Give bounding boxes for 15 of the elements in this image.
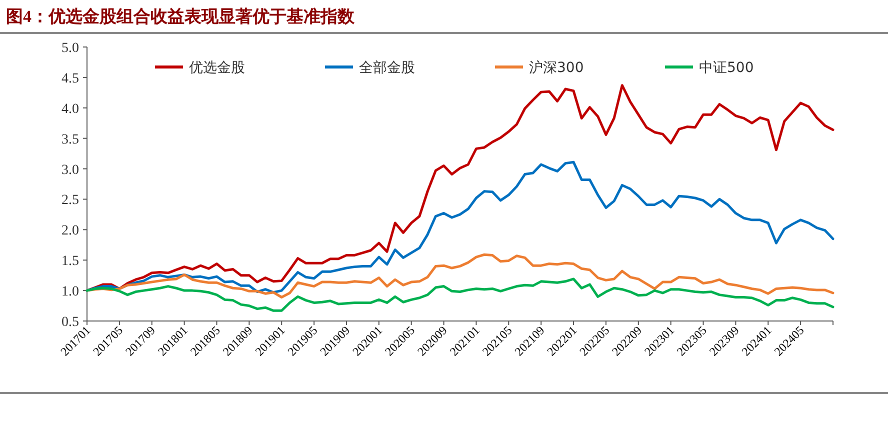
legend-label: 全部金股 (359, 60, 415, 76)
legend-label: 沪深300 (529, 60, 584, 76)
y-tick-label: 4.5 (62, 71, 79, 86)
y-tick-label: 3.5 (62, 132, 79, 148)
legend-label: 中证500 (699, 60, 754, 76)
y-tick-label: 3.0 (62, 162, 79, 178)
y-tick-label: 0.5 (62, 315, 79, 330)
legend-label: 优选金股 (189, 60, 245, 76)
y-tick-label: 5.0 (62, 41, 79, 56)
y-tick-label: 2.0 (62, 224, 79, 239)
y-tick-label: 1.5 (62, 254, 79, 270)
y-tick-label: 4.0 (62, 102, 79, 117)
y-tick-label: 1.0 (62, 284, 79, 300)
title: 图4：优选金股组合收益表现显著优于基准指数 (6, 7, 354, 26)
y-tick-label: 2.5 (62, 193, 79, 208)
